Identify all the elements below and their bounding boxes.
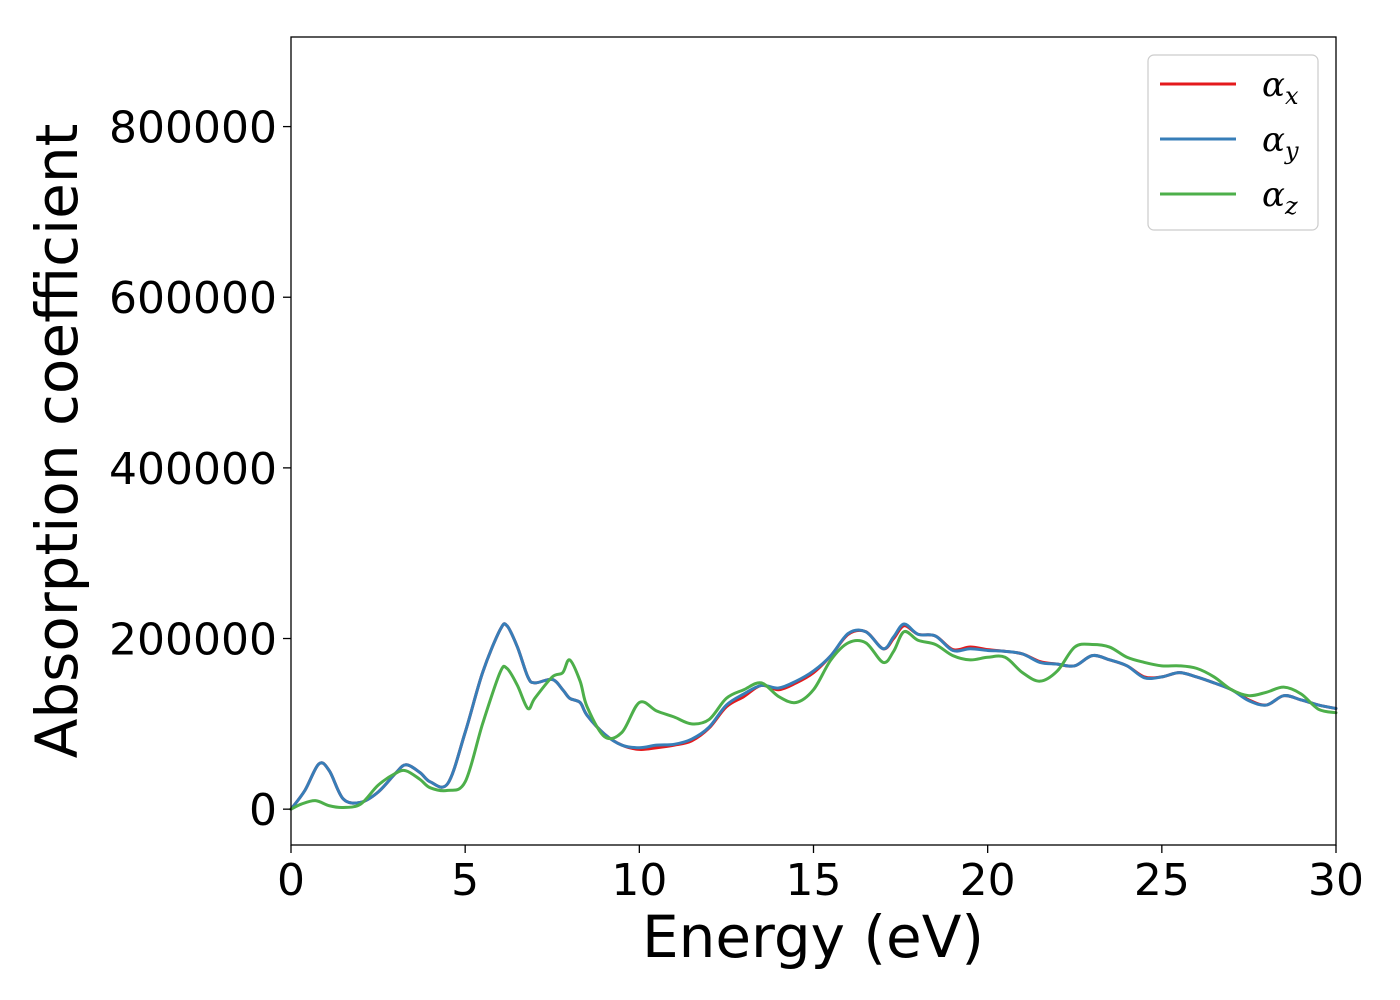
y-tick-label: 600000 <box>109 273 277 324</box>
x-tick-label: 30 <box>1308 855 1364 906</box>
x-tick-label: 25 <box>1134 855 1190 906</box>
series-layer <box>289 622 1338 811</box>
x-tick-label: 10 <box>611 855 667 906</box>
x-tick-label: 5 <box>451 855 479 906</box>
x-tick-label: 20 <box>960 855 1016 906</box>
series-line-alpha-y <box>289 622 1338 811</box>
legend-label-alpha-x: αx <box>1262 65 1299 110</box>
y-tick-label: 0 <box>249 785 277 836</box>
x-tick-label: 0 <box>277 855 305 906</box>
y-tick-label: 200000 <box>109 615 277 666</box>
legend: αx αy αz <box>1147 54 1319 231</box>
legend-label-alpha-y: αy <box>1262 120 1299 165</box>
legend-frame <box>1147 54 1319 231</box>
series-line-alpha-z <box>289 629 1338 811</box>
x-axis-label: Energy (eV) <box>642 903 984 971</box>
x-axis: 0 5 10 15 20 25 30 <box>277 845 1364 906</box>
y-tick-label: 400000 <box>109 444 277 495</box>
x-tick-label: 15 <box>786 855 842 906</box>
legend-label-alpha-z: αz <box>1262 175 1298 220</box>
y-axis-label: Absorption coefficient <box>23 124 91 759</box>
y-tick-label: 800000 <box>109 103 277 154</box>
y-axis: 0 200000 400000 600000 800000 <box>109 103 291 836</box>
